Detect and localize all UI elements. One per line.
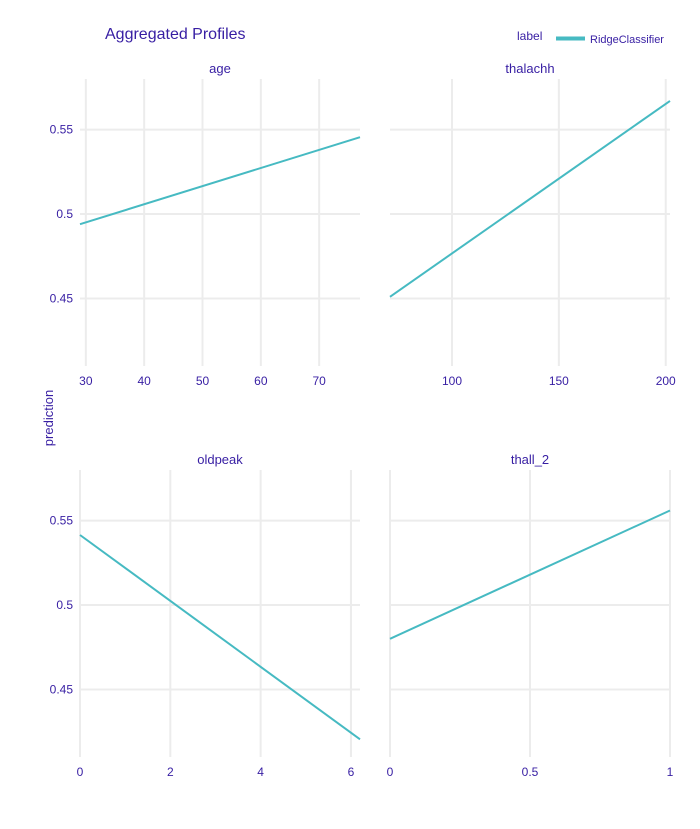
panel-title: oldpeak [197, 452, 243, 467]
profile-line-thalachh[interactable] [389, 100, 671, 298]
x-tick-label: 0.5 [522, 765, 539, 779]
y-tick-label: 0.55 [50, 514, 74, 528]
panel-title: thall_2 [511, 452, 549, 467]
y-axis-title: prediction [41, 390, 56, 446]
x-tick-label: 70 [312, 374, 326, 388]
x-tick-label: 0 [387, 765, 394, 779]
panel-title: thalachh [505, 61, 554, 76]
profile-line-oldpeak[interactable] [79, 534, 361, 741]
x-tick-label: 1 [667, 765, 674, 779]
x-tick-label: 150 [549, 374, 569, 388]
y-tick-label: 0.5 [56, 598, 73, 612]
x-tick-label: 100 [442, 374, 462, 388]
y-tick-label: 0.45 [50, 291, 74, 305]
panel-thall_2: 0 0.5 1 thall_2 [387, 452, 674, 779]
x-tick-label: 200 [656, 374, 676, 388]
x-tick-label: 40 [137, 374, 151, 388]
x-tick-label: 30 [79, 374, 93, 388]
panel-thalachh: 100 150 200 thalachh [389, 61, 676, 388]
x-tick-label: 0 [77, 765, 84, 779]
x-tick-label: 4 [257, 765, 264, 779]
panel-oldpeak: 0 2 4 6 0.45 0.5 0.55 oldpeak [50, 452, 361, 779]
x-tick-label: 6 [348, 765, 355, 779]
x-tick-label: 2 [167, 765, 174, 779]
y-tick-label: 0.55 [50, 123, 74, 137]
legend-entry-0[interactable]: RidgeClassifier [590, 34, 664, 46]
panel-title: age [209, 61, 231, 76]
legend[interactable]: RidgeClassifier [556, 34, 664, 46]
y-tick-label: 0.45 [50, 682, 74, 696]
profile-line-thall_2[interactable] [389, 509, 671, 640]
x-tick-label: 50 [196, 374, 210, 388]
chart-title: Aggregated Profiles [105, 26, 246, 43]
profile-line-age[interactable] [79, 136, 361, 226]
legend-title: label [517, 29, 542, 43]
panel-age: 30 40 50 60 70 0.45 0.5 0.55 age [50, 61, 361, 388]
x-tick-label: 60 [254, 374, 268, 388]
y-tick-label: 0.5 [56, 207, 73, 221]
